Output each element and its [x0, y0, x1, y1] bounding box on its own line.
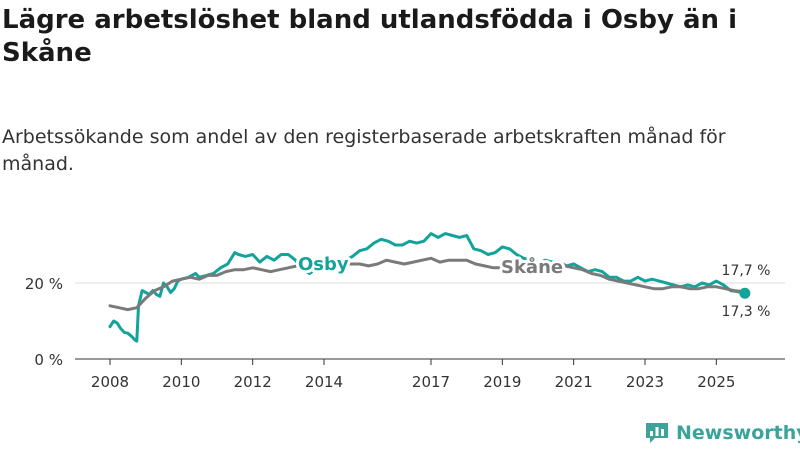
- osby-end-marker: [739, 287, 751, 299]
- x-tick-label: 2014: [305, 373, 343, 391]
- series-label-osby: Osby: [298, 254, 349, 275]
- osby-end-label: 17,3 %: [722, 304, 771, 320]
- chart-title: Lägre arbetslöshet bland utlandsfödda i …: [2, 5, 738, 68]
- line-chart: 0 % 20 % 2008 2010 2012 2014 2017 2019 2021 2023 2…: [25, 232, 785, 391]
- y-tick-label: 0 %: [34, 351, 63, 369]
- x-tick-label: 2021: [555, 373, 593, 391]
- x-tick-label: 2023: [626, 373, 664, 391]
- brand-logo: Newsworthy: [644, 421, 800, 445]
- y-tick-label: 20 %: [25, 275, 63, 293]
- newsworthy-logo-icon: [646, 423, 668, 443]
- skane-end-label: 17,7 %: [722, 263, 771, 279]
- brand-name: Newsworthy: [676, 422, 800, 444]
- series-line-skane: [108, 256, 747, 312]
- x-tick-label: 2025: [697, 373, 735, 391]
- x-tick-label: 2008: [91, 373, 129, 391]
- series-label-osby-halo: Osby: [298, 254, 349, 275]
- x-tick-label: 2019: [483, 373, 521, 391]
- x-tick-label: 2012: [234, 373, 272, 391]
- series-label-skane: Skåne: [501, 256, 563, 278]
- x-tick-label: 2017: [412, 373, 450, 391]
- x-tick-label: 2010: [162, 373, 200, 391]
- series-label-skane-halo: Skåne: [501, 256, 563, 278]
- chart-subtitle: Arbetssökande som andel av den registerb…: [2, 126, 726, 175]
